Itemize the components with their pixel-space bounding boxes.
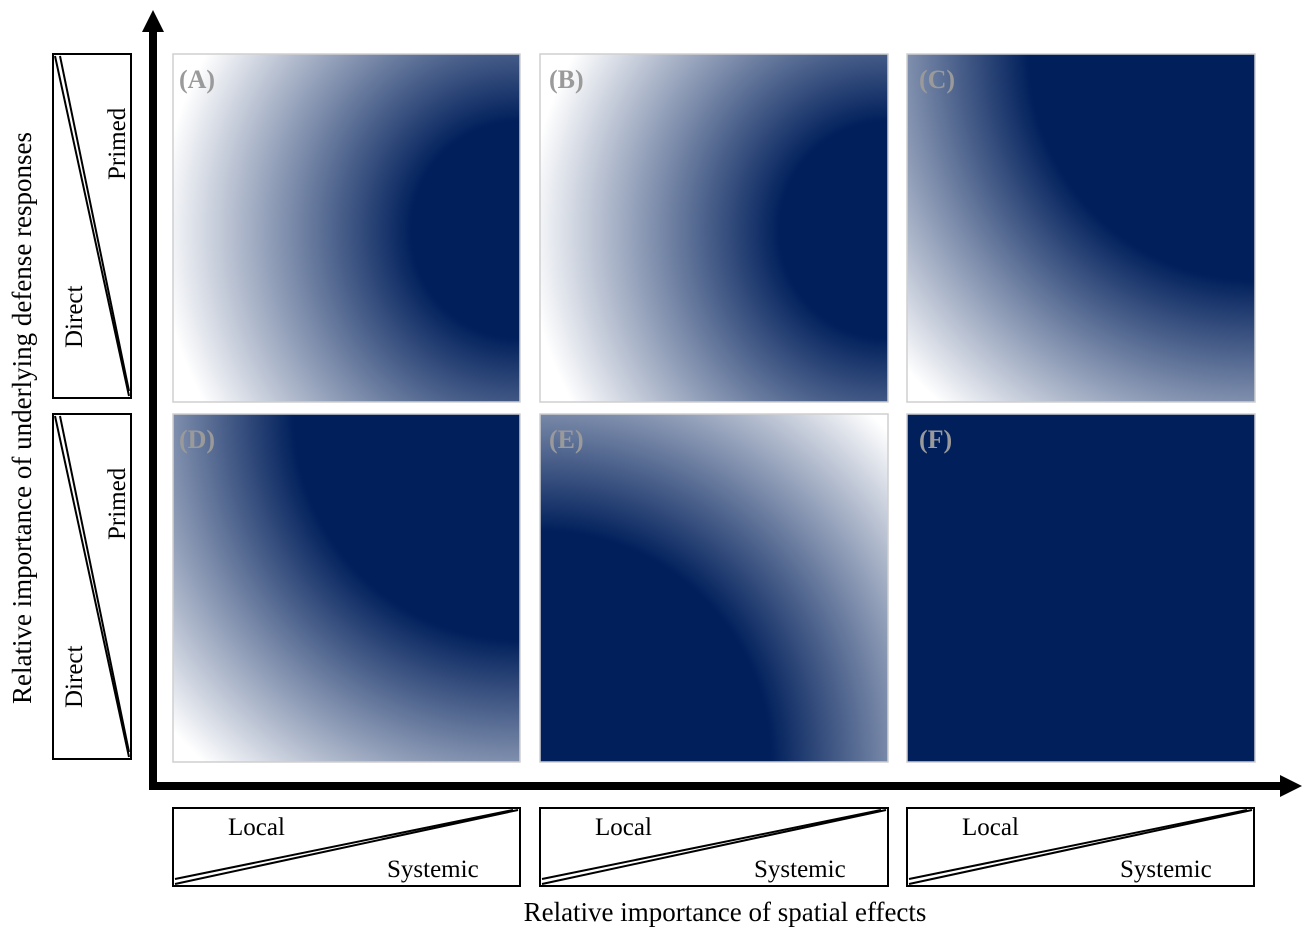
x-axis-arrowhead — [1280, 775, 1302, 797]
panel-c — [906, 53, 1256, 403]
y-wedge-1-low: Direct — [61, 285, 88, 348]
panel-label-f: (F) — [919, 425, 952, 454]
x-wedge-1-low: Local — [228, 814, 285, 841]
x-wedge-2-high: Systemic — [754, 856, 846, 883]
y-wedge-2-low: Direct — [61, 645, 88, 708]
x-wedge-1: Local Systemic — [172, 807, 521, 887]
panel-label-e: (E) — [549, 425, 584, 454]
x-wedge-3: Local Systemic — [906, 807, 1255, 887]
panel-a — [172, 53, 521, 403]
panel-f — [906, 413, 1256, 763]
panel-label-d: (D) — [179, 425, 215, 454]
x-wedge-2: Local Systemic — [539, 807, 889, 887]
y-wedge-1-high: Primed — [104, 107, 131, 180]
panel-label-b: (B) — [549, 65, 584, 94]
y-axis-title: Relative importance of underlying defens… — [7, 132, 37, 704]
x-wedge-3-low: Local — [962, 814, 1019, 841]
panel-label-c: (C) — [919, 65, 955, 94]
y-axis-arrowhead — [142, 10, 164, 32]
panel-e — [539, 413, 889, 763]
y-wedge-2: Primed Direct — [52, 413, 132, 760]
axes — [142, 10, 1302, 797]
x-axis-title: Relative importance of spatial effects — [524, 897, 927, 927]
x-wedge-3-high: Systemic — [1120, 856, 1212, 883]
y-wedge-2-high: Primed — [104, 467, 131, 540]
x-wedge-2-low: Local — [595, 814, 652, 841]
panel-b — [539, 53, 889, 403]
panel-label-a: (A) — [179, 65, 215, 94]
panel-d — [172, 413, 521, 763]
x-wedge-1-high: Systemic — [387, 856, 479, 883]
y-wedge-1: Primed Direct — [52, 53, 132, 399]
panel-grid: (A) (B) (C) (D) (E) (F) — [172, 53, 1256, 763]
